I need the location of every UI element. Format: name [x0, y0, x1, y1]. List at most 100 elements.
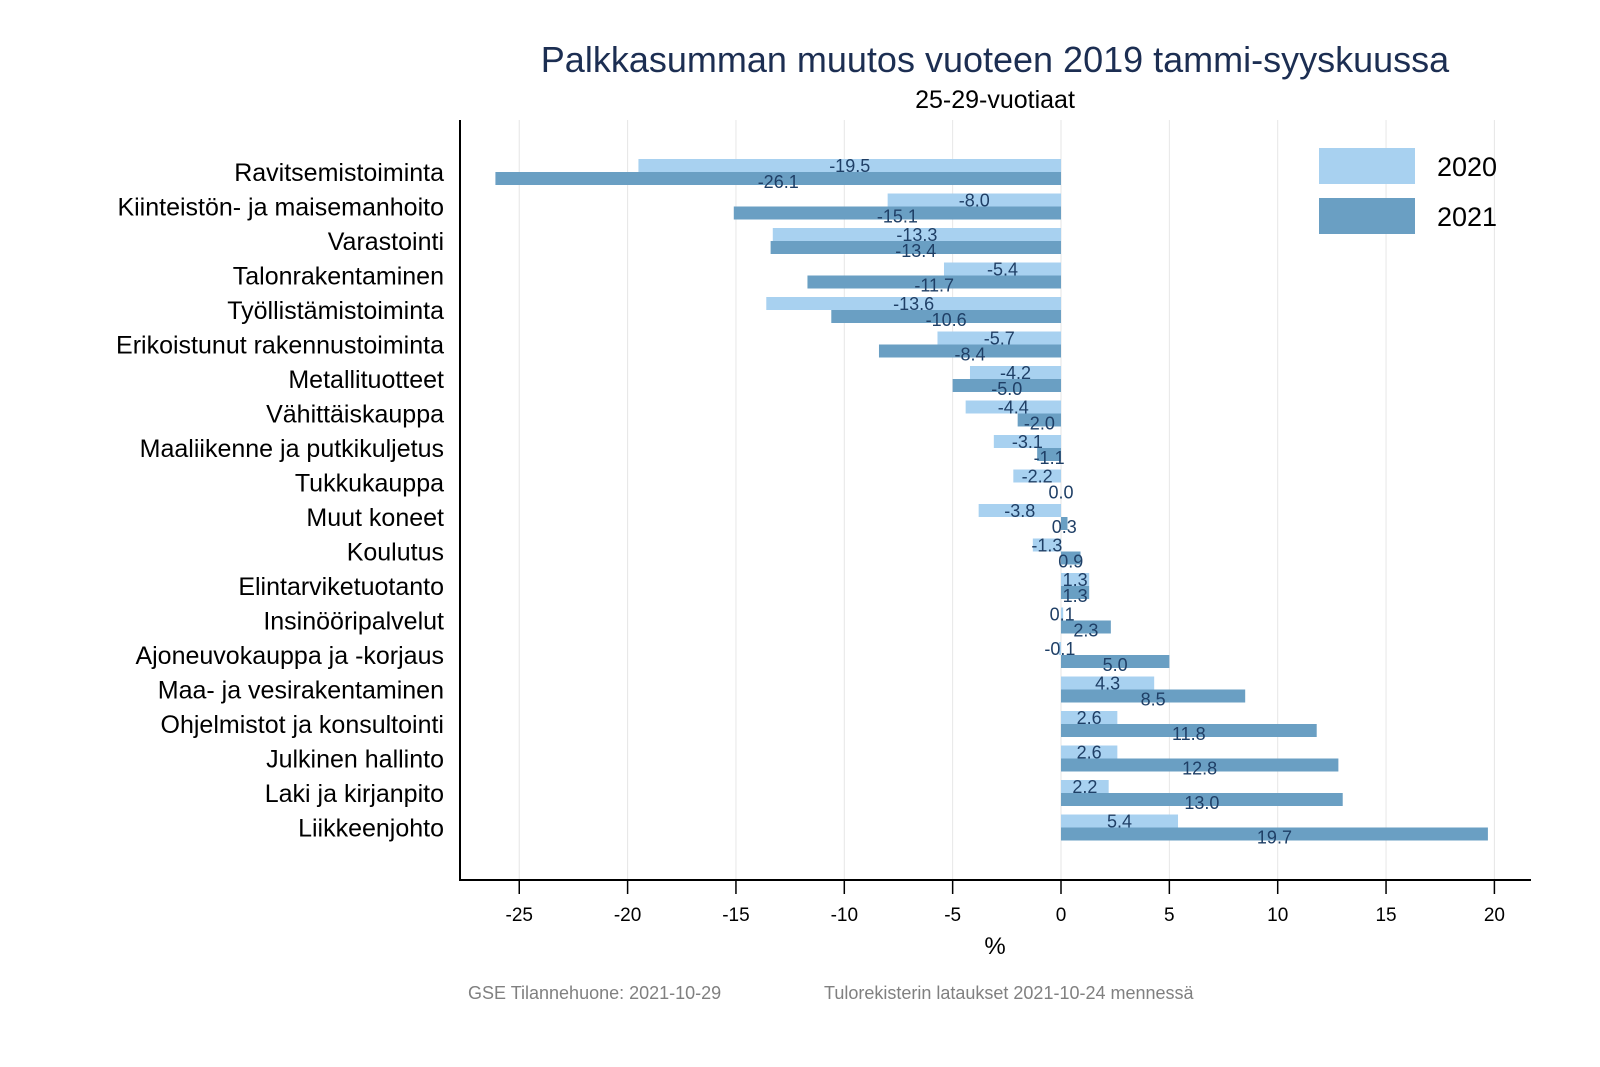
category-label: Laki ja kirjanpito — [265, 780, 444, 808]
data-label-2020: 0.1 — [1050, 605, 1075, 625]
category-label: Maa- ja vesirakentaminen — [158, 677, 444, 705]
x-tick-label: 20 — [1484, 905, 1505, 926]
chart-subtitle: 25-29-vuotiaat — [915, 86, 1075, 114]
data-label-2020: -13.6 — [893, 294, 934, 314]
data-label-2021: -15.1 — [877, 207, 918, 227]
bar-2021 — [1061, 758, 1339, 772]
category-label: Työllistämistoiminta — [227, 297, 444, 325]
category-label: Julkinen hallinto — [266, 746, 444, 774]
bar-2020 — [772, 228, 1061, 241]
bar-2020 — [1061, 711, 1118, 724]
x-tick-label: -25 — [506, 905, 533, 926]
category-label: Liikkeenjohto — [298, 815, 444, 843]
data-label-2020: -19.5 — [829, 156, 870, 176]
bar-2020 — [1061, 745, 1118, 759]
bar-2021 — [770, 241, 1061, 254]
bar-2020 — [1061, 676, 1155, 690]
data-label-2020: 2.6 — [1077, 708, 1102, 728]
data-label-2020: -3.1 — [1012, 432, 1043, 452]
bar-2021 — [1061, 689, 1246, 703]
bar-2020 — [1032, 538, 1061, 552]
data-labels: -19.5-26.1-8.0-15.1-13.3-13.4-5.4-11.7-1… — [758, 156, 1292, 848]
category-label: Varastointi — [328, 228, 444, 256]
bar-2020 — [1061, 814, 1179, 828]
chart-title: Palkkasumman muutos vuoteen 2019 tammi-s… — [541, 39, 1450, 80]
x-axis-title: % — [984, 933, 1005, 960]
bar-2020 — [1061, 573, 1090, 586]
x-tick-label: -10 — [831, 905, 858, 926]
footer-source: GSE Tilannehuone: 2021-10-29 — [468, 983, 721, 1003]
data-label-2021: 0.3 — [1052, 517, 1077, 537]
x-tick-label: -20 — [614, 905, 641, 926]
bar-2020 — [937, 331, 1061, 345]
data-label-2020: -4.4 — [998, 398, 1029, 418]
data-label-2020: 2.2 — [1072, 777, 1097, 797]
bar-2021 — [952, 379, 1061, 392]
bar-2020 — [978, 504, 1061, 517]
data-label-2021: -2.0 — [1024, 414, 1055, 434]
bar-2020 — [638, 159, 1061, 172]
bar-2021 — [831, 310, 1061, 323]
bar-2020 — [887, 193, 1061, 207]
x-tick-label: 0 — [1056, 905, 1067, 926]
bar-2020 — [1013, 469, 1061, 483]
data-label-2021: 19.7 — [1257, 828, 1292, 848]
data-label-2021: -13.4 — [895, 241, 936, 261]
bar-2021 — [1037, 448, 1061, 461]
x-tick-label: 5 — [1164, 905, 1175, 926]
bar-2021 — [807, 275, 1061, 289]
data-label-2021: 0.9 — [1058, 552, 1083, 572]
category-label: Koulutus — [347, 539, 444, 567]
bar-2021 — [1061, 586, 1090, 599]
data-label-2020: -8.0 — [959, 191, 990, 211]
x-axis-ticks: -25 -20 -15 -10 -5 0 5 10 15 20 — [506, 880, 1505, 926]
bar-2020 — [969, 366, 1061, 379]
data-label-2021: 0.0 — [1048, 483, 1073, 503]
data-label-2021: -1.1 — [1034, 448, 1065, 468]
category-label: Insinööripalvelut — [263, 608, 444, 636]
bar-2021 — [1061, 724, 1317, 737]
category-label: Metallituotteet — [288, 366, 444, 394]
legend-label-2021: 2021 — [1437, 202, 1497, 232]
bar-2020 — [766, 297, 1061, 310]
bar-2021 — [1061, 793, 1343, 806]
data-label-2021: -11.7 — [914, 276, 954, 296]
data-label-2021: 2.3 — [1073, 621, 1098, 641]
category-label: Ohjelmistot ja konsultointi — [161, 711, 444, 739]
category-label: Muut koneet — [306, 504, 444, 532]
legend-label-2020: 2020 — [1437, 152, 1497, 182]
bar-2021 — [1061, 517, 1068, 530]
bar-2021 — [1061, 827, 1488, 841]
bar-2021 — [878, 344, 1061, 358]
footer-note: Tulorekisterin lataukset 2021-10-24 menn… — [824, 983, 1195, 1003]
x-tick-label: -5 — [944, 905, 961, 926]
data-label-2021: -5.0 — [991, 379, 1022, 399]
bar-2021 — [495, 172, 1062, 185]
bars — [495, 159, 1488, 841]
data-label-2020: -5.4 — [987, 260, 1018, 280]
bar-2021 — [1061, 620, 1111, 634]
data-label-2021: 12.8 — [1182, 759, 1217, 779]
category-label: Ajoneuvokauppa ja -korjaus — [135, 642, 444, 670]
data-label-2021: -26.1 — [758, 172, 799, 192]
data-label-2020: -2.2 — [1022, 467, 1053, 487]
bar-2020 — [1058, 642, 1061, 655]
legend-swatch-2021 — [1319, 198, 1415, 234]
category-labels: Ravitsemistoiminta Kiinteistön- ja maisem… — [116, 159, 444, 843]
x-tick-label: 15 — [1375, 905, 1396, 926]
data-label-2020: -13.3 — [896, 225, 937, 245]
category-label: Ravitsemistoiminta — [234, 159, 444, 187]
data-label-2020: -4.2 — [1000, 363, 1031, 383]
bar-2020 — [1061, 607, 1064, 621]
data-label-2021: 13.0 — [1184, 793, 1219, 813]
data-label-2021: -8.4 — [954, 345, 985, 365]
data-label-2020: -0.1 — [1044, 639, 1075, 659]
bar-2021 — [1017, 413, 1061, 427]
legend-swatch-2020 — [1319, 148, 1415, 184]
data-label-2021: -10.6 — [926, 310, 967, 330]
bar-2021 — [1061, 655, 1170, 668]
x-tick-label: 10 — [1267, 905, 1288, 926]
category-label: Vähittäiskauppa — [266, 401, 444, 429]
category-label: Erikoistunut rakennustoiminta — [116, 332, 444, 360]
category-label: Maaliikenne ja putkikuljetus — [140, 435, 444, 463]
